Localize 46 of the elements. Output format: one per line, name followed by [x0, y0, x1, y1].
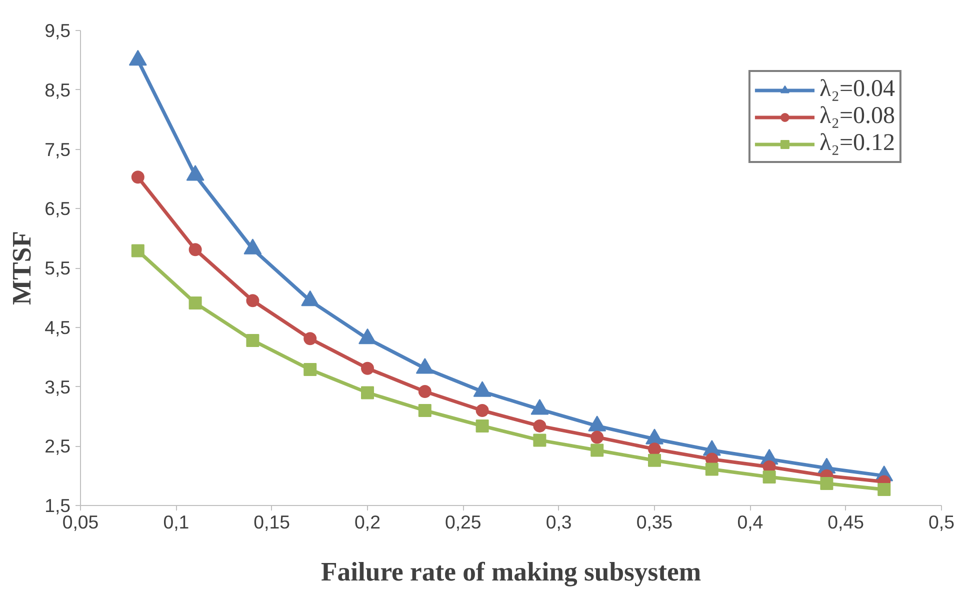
- y-tick-label: 9,5: [44, 20, 71, 41]
- point: [590, 430, 604, 444]
- point: [476, 404, 489, 417]
- x-tick-label: 0,5: [928, 512, 954, 532]
- point: [705, 462, 718, 476]
- legend-label: λ₂=0.04: [819, 76, 895, 103]
- y-tick-label: 5,5: [44, 258, 71, 278]
- y-tick-label: 3,5: [44, 376, 71, 398]
- x-tick-label: 0,35: [636, 512, 673, 532]
- x-tick-label: 0,2: [354, 512, 380, 532]
- point: [648, 454, 661, 467]
- point: [533, 419, 546, 432]
- x-tick-label: 0,25: [445, 512, 482, 532]
- y-axis-title: MTSF: [6, 230, 37, 306]
- point: [878, 482, 891, 496]
- point: [648, 442, 661, 456]
- point: [418, 385, 432, 398]
- x-tick-label: 0,3: [546, 512, 572, 532]
- x-tick-label: 0,1: [163, 512, 190, 532]
- point: [246, 334, 260, 347]
- y-tick-label: 2,5: [44, 436, 71, 457]
- point: [188, 296, 202, 310]
- point: [304, 363, 317, 376]
- point: [361, 362, 374, 375]
- point: [304, 332, 317, 346]
- point: [820, 477, 834, 490]
- x-axis-title: Failure rate of making subsystem: [320, 556, 702, 586]
- legend-label: λ₂=0.08: [819, 103, 895, 130]
- point: [131, 170, 144, 184]
- y-tick-label: 6,5: [44, 198, 71, 220]
- point: [476, 419, 489, 432]
- point: [246, 294, 260, 308]
- point: [188, 243, 202, 256]
- point: [418, 404, 432, 417]
- point: [131, 244, 144, 258]
- y-tick-label: 7,5: [44, 138, 71, 160]
- x-tick-label: 0,4: [737, 512, 764, 532]
- y-tick-label: 8,5: [44, 79, 71, 100]
- x-tick-label: 0,15: [254, 512, 290, 532]
- legend-label: λ₂=0.12: [819, 130, 895, 157]
- point: [533, 434, 546, 447]
- point: [361, 386, 374, 400]
- x-tick-label: 0,45: [828, 512, 864, 532]
- y-tick-label: 4,5: [44, 316, 71, 338]
- point: [762, 470, 776, 484]
- point: [590, 444, 604, 457]
